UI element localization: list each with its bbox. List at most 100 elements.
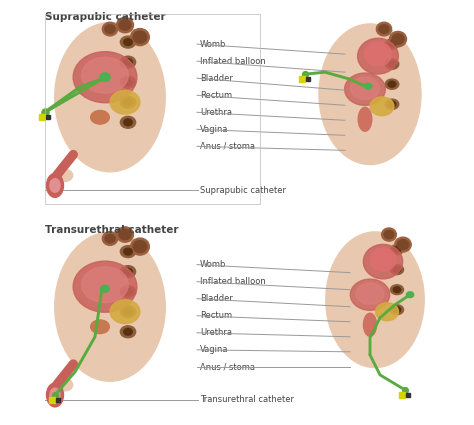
- Text: Anus / stoma: Anus / stoma: [200, 363, 255, 371]
- Ellipse shape: [388, 81, 396, 87]
- Ellipse shape: [363, 244, 403, 279]
- Text: Womb: Womb: [200, 260, 227, 269]
- Text: Urethra: Urethra: [200, 328, 232, 337]
- Ellipse shape: [393, 246, 401, 252]
- Ellipse shape: [391, 265, 403, 275]
- Ellipse shape: [117, 17, 134, 33]
- Ellipse shape: [385, 79, 399, 89]
- Ellipse shape: [119, 20, 131, 30]
- Ellipse shape: [376, 22, 392, 36]
- Ellipse shape: [384, 230, 394, 239]
- Ellipse shape: [120, 266, 136, 278]
- Ellipse shape: [385, 59, 399, 69]
- Ellipse shape: [124, 39, 132, 45]
- Ellipse shape: [119, 230, 131, 240]
- Ellipse shape: [385, 99, 399, 109]
- Ellipse shape: [388, 101, 396, 107]
- Text: Rectum: Rectum: [200, 91, 232, 100]
- Ellipse shape: [364, 83, 372, 89]
- Ellipse shape: [390, 31, 407, 47]
- Ellipse shape: [102, 22, 118, 36]
- Ellipse shape: [124, 248, 132, 255]
- Ellipse shape: [46, 173, 64, 197]
- Ellipse shape: [397, 240, 409, 249]
- Ellipse shape: [379, 25, 389, 33]
- Ellipse shape: [50, 388, 60, 402]
- Ellipse shape: [57, 379, 73, 391]
- Ellipse shape: [110, 300, 140, 324]
- Ellipse shape: [91, 320, 109, 334]
- Ellipse shape: [120, 56, 136, 68]
- Ellipse shape: [120, 306, 136, 318]
- Ellipse shape: [385, 39, 399, 49]
- Ellipse shape: [120, 286, 136, 298]
- Ellipse shape: [120, 246, 136, 258]
- Ellipse shape: [82, 57, 128, 93]
- Ellipse shape: [357, 38, 399, 74]
- Ellipse shape: [364, 313, 376, 336]
- Ellipse shape: [110, 91, 140, 114]
- Ellipse shape: [345, 73, 385, 105]
- Ellipse shape: [120, 326, 136, 338]
- Ellipse shape: [120, 116, 136, 128]
- Ellipse shape: [326, 232, 424, 368]
- Ellipse shape: [388, 61, 396, 67]
- Ellipse shape: [391, 285, 403, 295]
- Ellipse shape: [120, 36, 136, 48]
- FancyArrowPatch shape: [57, 155, 73, 175]
- Ellipse shape: [124, 119, 132, 126]
- Text: Vagina: Vagina: [200, 125, 228, 134]
- Ellipse shape: [395, 237, 411, 252]
- Ellipse shape: [82, 267, 128, 303]
- Text: Vagina: Vagina: [200, 346, 228, 354]
- Ellipse shape: [120, 96, 136, 108]
- Ellipse shape: [131, 238, 149, 255]
- Text: Inflated balloon: Inflated balloon: [200, 277, 266, 286]
- Ellipse shape: [382, 228, 396, 241]
- Text: Womb: Womb: [200, 40, 227, 48]
- Ellipse shape: [120, 76, 136, 88]
- Ellipse shape: [406, 292, 414, 298]
- Text: Inflated balloon: Inflated balloon: [200, 57, 266, 65]
- Text: Transurethral catheter: Transurethral catheter: [45, 224, 179, 235]
- Ellipse shape: [102, 232, 118, 245]
- Ellipse shape: [91, 110, 109, 124]
- Ellipse shape: [319, 24, 421, 164]
- Text: Suprapubic catheter: Suprapubic catheter: [200, 186, 286, 195]
- Text: Anus / stoma: Anus / stoma: [200, 142, 255, 151]
- Ellipse shape: [55, 23, 165, 172]
- Ellipse shape: [393, 307, 401, 313]
- Ellipse shape: [57, 170, 73, 181]
- Text: Suprapubic catheter: Suprapubic catheter: [45, 12, 165, 22]
- Ellipse shape: [365, 42, 392, 66]
- Ellipse shape: [117, 227, 134, 242]
- FancyArrowPatch shape: [57, 364, 73, 385]
- Ellipse shape: [124, 288, 132, 295]
- Ellipse shape: [124, 329, 132, 335]
- Ellipse shape: [55, 232, 165, 381]
- Ellipse shape: [124, 99, 132, 106]
- Text: Rectum: Rectum: [200, 311, 232, 320]
- Ellipse shape: [393, 287, 401, 292]
- Ellipse shape: [350, 279, 390, 310]
- Ellipse shape: [124, 308, 132, 315]
- Ellipse shape: [358, 108, 372, 131]
- Ellipse shape: [101, 285, 109, 292]
- Ellipse shape: [46, 383, 64, 407]
- Ellipse shape: [392, 34, 404, 44]
- Ellipse shape: [375, 303, 399, 321]
- Ellipse shape: [133, 241, 147, 252]
- Ellipse shape: [370, 97, 394, 116]
- Ellipse shape: [73, 51, 137, 103]
- Text: Bladder: Bladder: [200, 74, 233, 83]
- Ellipse shape: [388, 41, 396, 47]
- Ellipse shape: [393, 267, 401, 272]
- Ellipse shape: [105, 25, 115, 33]
- Ellipse shape: [124, 79, 132, 85]
- Ellipse shape: [133, 31, 147, 43]
- Ellipse shape: [50, 178, 60, 192]
- Ellipse shape: [73, 261, 137, 312]
- Ellipse shape: [391, 245, 403, 255]
- Ellipse shape: [124, 268, 132, 275]
- Bar: [45, 14, 260, 204]
